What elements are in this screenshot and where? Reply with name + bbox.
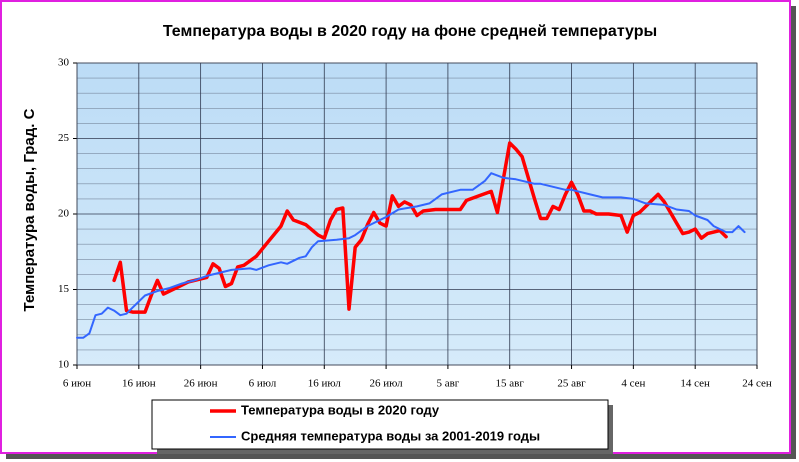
x-tick-label: 6 июл [249,378,277,390]
legend-label: Средняя температура воды за 2001-2019 го… [241,428,540,443]
grid: 10 15 20 25 30 6 июн 16 июн 26 июн 6 июл 16 июл 26… [58,57,772,390]
x-tick-label: 6 июн [63,378,91,390]
y-tick-label: 30 [58,57,70,69]
series-line [112,141,728,314]
y-tick-label: 10 [58,359,70,371]
y-tick-label: 25 [58,132,70,144]
x-tick-label: 16 июн [122,378,156,390]
lines [76,141,746,339]
x-tick-label: 5 авг [436,378,459,390]
legend-entries: Температура воды в 2020 году Средняя темп… [210,402,540,443]
legend-label: Температура воды в 2020 году [241,402,440,417]
x-tick-label: 15 авг [496,378,525,390]
y-tick-label: 15 [58,283,70,295]
x-tick-label: 24 сен [742,378,772,390]
x-tick-label: 4 сен [621,378,645,390]
x-tick-label: 26 июн [184,378,218,390]
x-tick-label: 14 сен [680,378,710,390]
x-tick-label: 25 авг [557,378,586,390]
x-tick-label: 26 июл [370,378,404,390]
chart-title: Температура воды в 2020 году на фоне сре… [163,23,657,40]
x-tick-label: 16 июл [308,378,342,390]
y-axis-label: Температура воды, Град. С [21,108,38,311]
y-tick-label: 20 [58,208,70,220]
legend [151,399,609,450]
series-line [76,172,746,339]
